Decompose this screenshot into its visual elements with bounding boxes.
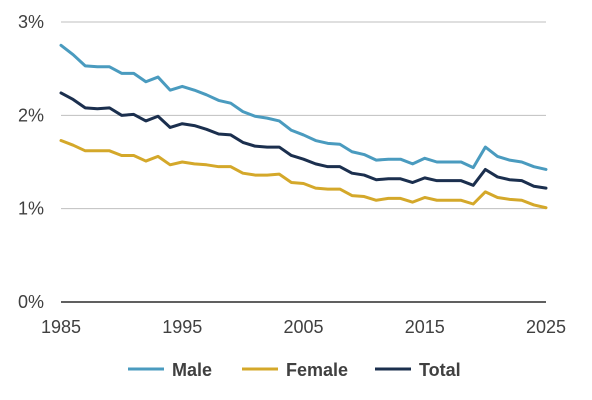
legend-label: Male xyxy=(172,360,212,380)
series-line-male xyxy=(59,43,548,171)
y-tick-label: 2% xyxy=(18,105,44,125)
x-tick-label: 1985 xyxy=(41,317,81,337)
legend-label: Female xyxy=(286,360,348,380)
legend: Male Female Total xyxy=(128,360,461,380)
x-tick-label: 2015 xyxy=(405,317,445,337)
legend-item-female: Female xyxy=(242,360,348,380)
y-tick-label: 0% xyxy=(18,292,44,312)
gridlines xyxy=(61,21,546,210)
x-tick-label: 2025 xyxy=(526,317,566,337)
series-lines xyxy=(59,43,548,210)
series-line-female xyxy=(59,139,548,210)
x-tick-label: 2005 xyxy=(283,317,323,337)
x-axis-tick-labels: 1985 1995 2005 2015 2025 xyxy=(41,317,566,337)
legend-label: Total xyxy=(419,360,461,380)
y-axis-tick-labels: 0% 1% 2% 3% xyxy=(18,12,44,312)
x-tick-label: 1995 xyxy=(162,317,202,337)
legend-item-male: Male xyxy=(128,360,212,380)
y-tick-label: 3% xyxy=(18,12,44,32)
series-line-total xyxy=(59,91,548,190)
y-tick-label: 1% xyxy=(18,199,44,219)
legend-item-total: Total xyxy=(375,360,461,380)
